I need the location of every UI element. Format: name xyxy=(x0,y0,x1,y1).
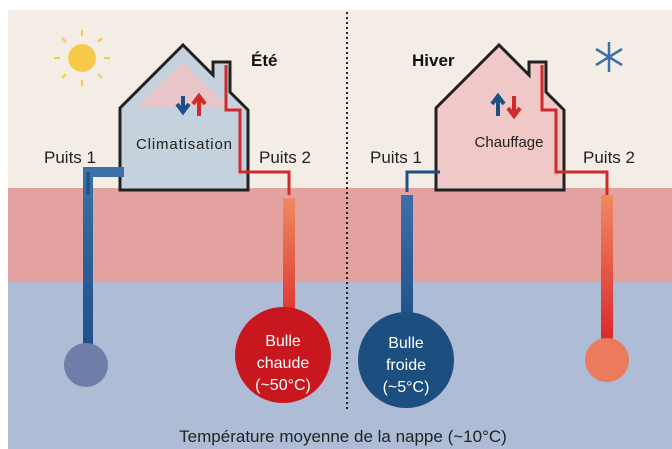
bubble-text: chaude xyxy=(257,355,310,372)
caption: Température moyenne de la nappe (~10°C) xyxy=(179,427,507,446)
bubble-text: (~50°C) xyxy=(255,377,311,394)
well-label: Puits 1 xyxy=(370,148,422,167)
well-label: Puits 1 xyxy=(44,148,96,167)
well-label: Puits 2 xyxy=(583,148,635,167)
surface xyxy=(8,10,672,188)
well-label: Puits 2 xyxy=(259,148,311,167)
bubble-text: Bulle xyxy=(388,335,424,352)
bubble-small xyxy=(585,338,629,382)
house-label: Climatisation xyxy=(136,136,232,153)
bubble-text: Bulle xyxy=(265,333,301,350)
bubble-text: froide xyxy=(386,357,426,374)
season: Été xyxy=(251,51,277,70)
season: Hiver xyxy=(412,51,455,70)
pipe-hot xyxy=(601,195,613,345)
diagram: Été Climatisation Puits 1 Puits 2 Bulle … xyxy=(0,0,672,449)
soil-band xyxy=(8,188,672,282)
bubble-small xyxy=(64,343,108,387)
bubble-text: (~5°C) xyxy=(383,379,430,396)
house-label: Chauffage xyxy=(475,134,544,151)
